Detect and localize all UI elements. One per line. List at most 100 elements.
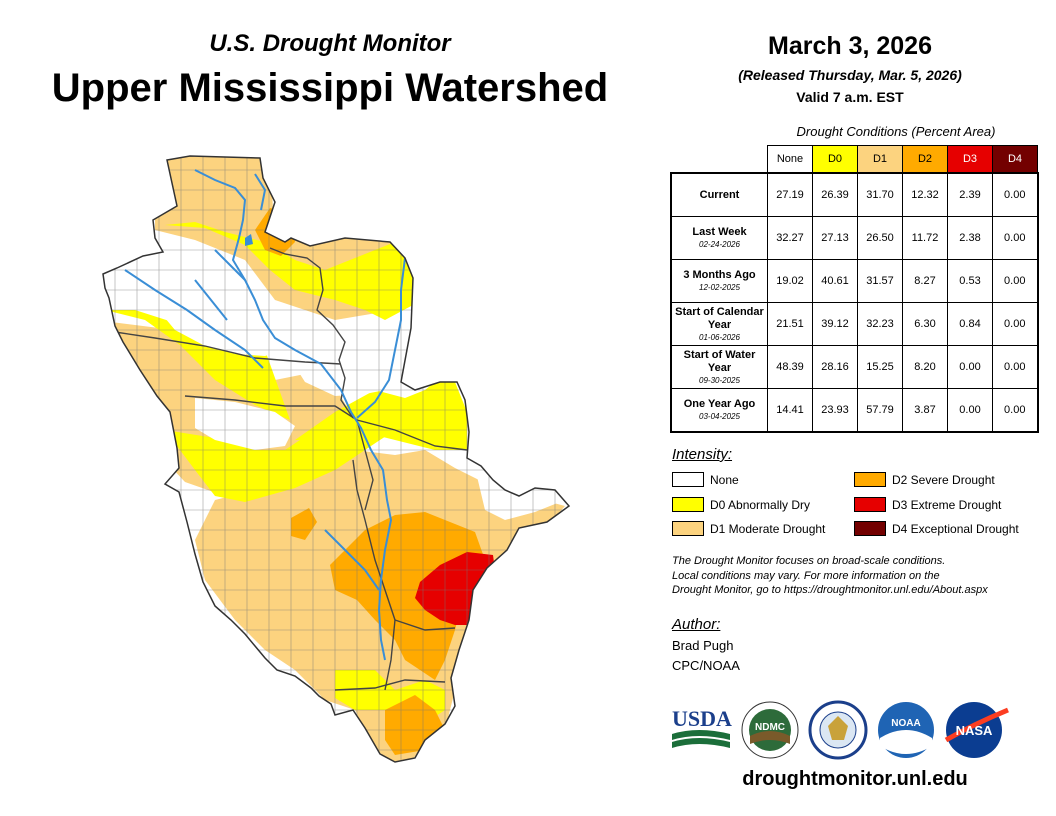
- legend-label: D3 Extreme Drought: [892, 497, 1002, 512]
- table-cell: 39.12: [812, 302, 858, 346]
- lake-mark: [245, 234, 253, 246]
- legend-item-none: None: [672, 472, 739, 487]
- table-cell: 0.53: [947, 259, 993, 303]
- column-header-d3: D3: [947, 145, 993, 174]
- row-label-start-of-calendar-year: Start of Calendar Year 01-06-2026: [670, 302, 768, 346]
- table-cell: 27.13: [812, 216, 858, 260]
- table-cell: 0.00: [992, 216, 1039, 260]
- legend-swatch-d3: [854, 497, 886, 512]
- row-label-date: 12-02-2025: [699, 283, 740, 292]
- table-cell: 27.19: [767, 172, 813, 217]
- table-cell: 57.79: [857, 388, 903, 433]
- table-cell: 8.27: [902, 259, 948, 303]
- legend-swatch-d0: [672, 497, 704, 512]
- partner-logos: USDA NDMC NOAA NASA: [672, 700, 1009, 760]
- legend-label: D1 Moderate Drought: [710, 521, 826, 536]
- legend-swatch-none: [672, 472, 704, 487]
- table-cell: 6.30: [902, 302, 948, 346]
- table-corner: [671, 146, 768, 174]
- table-row: Start of Water Year 09-30-2025 48.39 28.1…: [670, 345, 1039, 389]
- footer-url: droughtmonitor.unl.edu: [742, 768, 968, 790]
- table-cell: 0.00: [992, 172, 1039, 217]
- table-cell: 32.27: [767, 216, 813, 260]
- nasa-logo-icon: NASA: [944, 702, 1009, 758]
- table-row: One Year Ago 03-04-2025 14.41 23.93 57.79…: [670, 388, 1039, 433]
- usda-logo-icon: USDA: [672, 706, 732, 748]
- row-label-one-year-ago: One Year Ago 03-04-2025: [670, 388, 768, 433]
- legend-item-d3: D3 Extreme Drought: [854, 497, 1001, 512]
- rivers: [124, 169, 406, 661]
- table-cell: 26.50: [857, 216, 903, 260]
- column-header-d2: D2: [902, 145, 948, 174]
- table-cell: 15.25: [857, 345, 903, 389]
- author-org: CPC/NOAA: [672, 658, 740, 673]
- table-cell: 23.93: [812, 388, 858, 433]
- row-label-date: 02-24-2026: [699, 240, 740, 249]
- table-caption: Drought Conditions (Percent Area): [796, 124, 996, 139]
- row-label-3-months-ago: 3 Months Ago 12-02-2025: [670, 259, 768, 303]
- row-label-date: 03-04-2025: [699, 412, 740, 421]
- disclaimer-note: The Drought Monitor focuses on broad-sca…: [672, 554, 1042, 598]
- table-cell: 28.16: [812, 345, 858, 389]
- table-cell: 48.39: [767, 345, 813, 389]
- table-cell: 31.70: [857, 172, 903, 217]
- state-boundaries: [114, 247, 468, 691]
- table-cell: 14.41: [767, 388, 813, 433]
- table-row: 3 Months Ago 12-02-2025 19.02 40.61 31.57…: [670, 259, 1039, 303]
- note-line: The Drought Monitor focuses on broad-sca…: [672, 555, 946, 567]
- usda-logo-text: USDA: [672, 706, 732, 731]
- table-cell: 19.02: [767, 259, 813, 303]
- table-cell: 0.00: [947, 388, 993, 433]
- column-header-d4: D4: [992, 145, 1038, 174]
- author-heading: Author:: [672, 616, 721, 633]
- noaa-logo-icon: NOAA: [878, 702, 934, 758]
- table-cell: 40.61: [812, 259, 858, 303]
- table-cell: 0.00: [992, 302, 1039, 346]
- row-label-text: 3 Months Ago: [683, 269, 756, 281]
- legend-label: D0 Abnormally Dry: [710, 497, 811, 512]
- table-cell: 0.84: [947, 302, 993, 346]
- map-title: Upper Mississippi Watershed: [51, 66, 609, 110]
- column-header-d0: D0: [812, 145, 858, 174]
- nidis-seal-icon: [808, 700, 868, 760]
- table-cell: 3.87: [902, 388, 948, 433]
- row-label-text: Start of Calendar Year: [675, 305, 764, 331]
- legend-label: D2 Severe Drought: [892, 472, 995, 487]
- row-label-text: Current: [699, 188, 740, 201]
- table-row: Start of Calendar Year 01-06-2026 21.51 3…: [670, 302, 1039, 346]
- watershed-outline: [102, 155, 571, 763]
- table-cell: 26.39: [812, 172, 858, 217]
- table-header-row: None D0 D1 D2 D3 D4: [671, 145, 1038, 174]
- legend-swatch-d1: [672, 521, 704, 536]
- nasa-logo-text: NASA: [956, 723, 993, 738]
- map-date: March 3, 2026: [768, 32, 932, 60]
- note-line: Local conditions may vary. For more info…: [672, 569, 940, 582]
- drought-map: [102, 155, 571, 763]
- table-cell: 12.32: [902, 172, 948, 217]
- legend-swatch-d2: [854, 472, 886, 487]
- table-cell: 0.00: [947, 345, 993, 389]
- valid-time: Valid 7 a.m. EST: [796, 89, 904, 105]
- author-name: Brad Pugh: [672, 638, 734, 653]
- drought-stats-table: None D0 D1 D2 D3 D4 Current 27.19 26.39 …: [670, 145, 1039, 433]
- legend-item-d4: D4 Exceptional Drought: [854, 521, 1019, 536]
- legend-heading: Intensity:: [672, 446, 733, 463]
- ndmc-logo-icon: NDMC: [741, 701, 799, 759]
- column-header-none: None: [767, 145, 813, 174]
- map-region-none-interior: [135, 258, 565, 520]
- table-cell: 21.51: [767, 302, 813, 346]
- legend-item-d2: D2 Severe Drought: [854, 472, 995, 487]
- table-row: Last Week 02-24-2026 32.27 27.13 26.50 11…: [670, 216, 1039, 260]
- table-cell: 0.00: [992, 345, 1039, 389]
- release-date: (Released Thursday, Mar. 5, 2026): [738, 67, 962, 83]
- row-label-text: One Year Ago: [683, 398, 756, 410]
- row-label-last-week: Last Week 02-24-2026: [670, 216, 768, 260]
- table-cell: 8.20: [902, 345, 948, 389]
- table-cell: 2.38: [947, 216, 993, 260]
- table-cell: 11.72: [902, 216, 948, 260]
- legend-label: D4 Exceptional Drought: [892, 521, 1019, 536]
- table-cell: 32.23: [857, 302, 903, 346]
- map-subtitle: U.S. Drought Monitor: [209, 30, 451, 57]
- row-label-date: 01-06-2026: [699, 332, 740, 342]
- legend-item-d1: D1 Moderate Drought: [672, 521, 825, 536]
